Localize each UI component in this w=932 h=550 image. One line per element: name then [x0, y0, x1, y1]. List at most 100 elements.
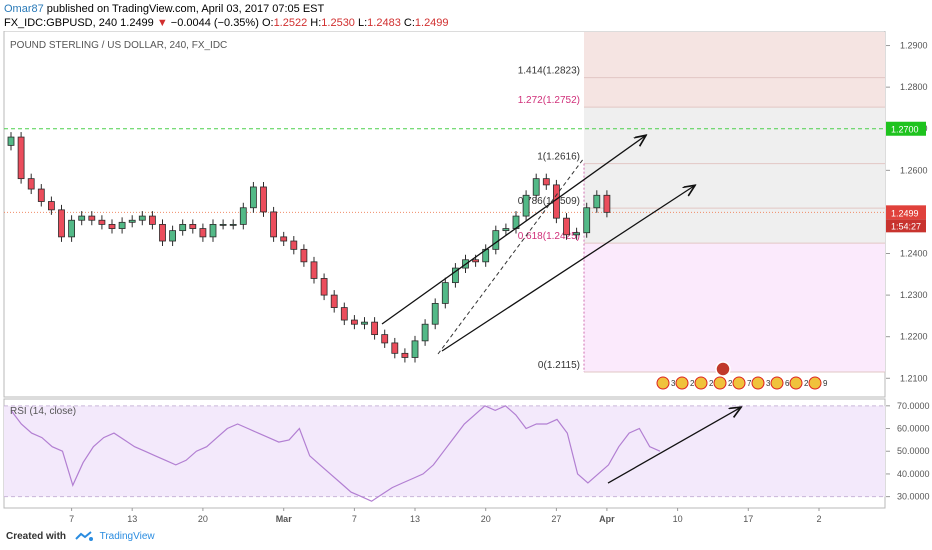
candle-up [492, 230, 500, 250]
rsi-title: RSI (14, close) [10, 406, 76, 417]
time-tick-label: 2 [816, 514, 821, 524]
candle-up [532, 178, 540, 196]
rsi-tick-label: 50.0000 [897, 446, 930, 456]
time-tick-label: 20 [481, 514, 491, 524]
candle-down [472, 259, 480, 263]
level-price-tag [886, 121, 926, 136]
candle-down [603, 194, 611, 213]
candle-up [502, 228, 510, 232]
candle-down [199, 228, 207, 238]
candle-down [330, 294, 338, 308]
economic-event-icon[interactable] [789, 376, 803, 390]
candle-down [320, 278, 328, 296]
candle-up [431, 303, 439, 325]
candle-up [593, 194, 601, 209]
fib-level-label: 0(1.2115) [538, 360, 580, 371]
fib-zone-mid [584, 107, 885, 244]
fib-anchor-line [437, 157, 585, 355]
candle-down [27, 178, 35, 190]
economic-event-icon[interactable] [675, 376, 689, 390]
fib-level-label: 0.786(1.2509) [518, 196, 580, 207]
candle-down [350, 319, 358, 325]
candle-up [169, 230, 177, 242]
close-label: C: [400, 17, 415, 29]
candle-down [391, 342, 399, 354]
symbol-header: FX_IDC:GBPUSD, 240 1.2499 ▼ −0.0044 (−0.… [4, 17, 449, 29]
trend-channel-lower-arrow[interactable] [441, 186, 694, 352]
rsi-tick-label: 40.0000 [897, 469, 930, 479]
candle-up [209, 223, 217, 238]
economic-event-icon[interactable] [713, 376, 727, 390]
economic-event-icon[interactable] [732, 376, 746, 390]
economic-event-count: 6 [785, 379, 790, 388]
tradingview-brand[interactable]: TradingView [99, 531, 155, 542]
low-label: L: [354, 17, 368, 29]
level-price-tag-text: 1.2700 [891, 125, 919, 135]
high-label: H: [307, 17, 322, 29]
rsi-band [4, 405, 885, 497]
candle-down [371, 321, 379, 336]
candle-down [159, 223, 166, 242]
economic-event-count: 3 [671, 379, 676, 388]
candle-up [68, 219, 75, 238]
candle-down [17, 136, 25, 180]
fib-zone-upper [584, 32, 885, 108]
candle-down [563, 217, 570, 236]
countdown-tag-text: 1:54:27 [891, 221, 921, 231]
fib-level-label: 1.272(1.2752) [518, 95, 580, 106]
publish-header: Omar87 published on TradingView.com, Apr… [4, 3, 324, 15]
economic-event-count: 3 [766, 379, 771, 388]
economic-event-count: 2 [804, 379, 809, 388]
countdown-tag [886, 219, 926, 233]
candle-down [381, 334, 389, 344]
candle-up [118, 221, 126, 229]
trend-channel-upper-arrow[interactable] [381, 136, 645, 325]
fib-zone-lower [584, 243, 885, 373]
economic-event-icon[interactable] [808, 376, 822, 390]
candle-up [583, 207, 591, 234]
candle-down [542, 178, 550, 186]
economic-event-count: 7 [747, 379, 752, 388]
price-tick-label: 1.2300 [900, 290, 928, 300]
time-tick-label: 13 [410, 514, 420, 524]
economic-event-count: 2 [690, 379, 695, 388]
high-value: 1.2530 [321, 17, 355, 29]
economic-event-icon[interactable] [751, 376, 765, 390]
candle-up [411, 340, 419, 358]
candle-up [219, 223, 227, 226]
published-text: published on TradingView.com, April 03, … [43, 3, 325, 15]
author-link[interactable]: Omar87 [4, 3, 44, 15]
candle-down [310, 261, 318, 279]
chart-canvas[interactable]: 1.414(1.2823) 1.272(1.2752) 1(1.2616) 0.786… [0, 31, 932, 526]
uk-flag-event-icon[interactable] [715, 361, 731, 377]
candle-up [441, 282, 449, 304]
rsi-trend-arrow[interactable] [607, 408, 740, 484]
candle-up [573, 232, 580, 236]
candle-up [78, 215, 86, 221]
candle-up [7, 136, 15, 146]
candle-up [229, 223, 237, 226]
rsi-tick-label: 70.0000 [897, 401, 930, 411]
economic-event-icon[interactable] [770, 376, 784, 390]
time-tick-label: 17 [743, 514, 753, 524]
price-tick-label: 1.2600 [900, 165, 928, 175]
economic-event-count: 9 [823, 379, 828, 388]
time-tick-label: 10 [673, 514, 683, 524]
candle-down [98, 219, 106, 225]
tradingview-logo-icon [75, 531, 93, 542]
economic-event-icon[interactable] [694, 376, 708, 390]
price-tick-label: 1.2800 [900, 82, 928, 92]
candle-down [37, 188, 45, 202]
candle-down [189, 223, 197, 229]
candle-down [58, 209, 65, 238]
candle-down [300, 248, 308, 263]
candle-down [88, 215, 96, 221]
economic-event-icon[interactable] [656, 376, 670, 390]
candle-up [138, 215, 146, 221]
candle-up [522, 194, 530, 217]
symbol-line: FX_IDC:GBPUSD, 240 1.2499 [4, 17, 157, 29]
time-tick-label: Mar [276, 514, 293, 524]
candle-up [249, 186, 257, 209]
chart-title: POUND STERLING / US DOLLAR, 240, FX_IDC [10, 40, 227, 51]
candle-up [239, 207, 247, 225]
